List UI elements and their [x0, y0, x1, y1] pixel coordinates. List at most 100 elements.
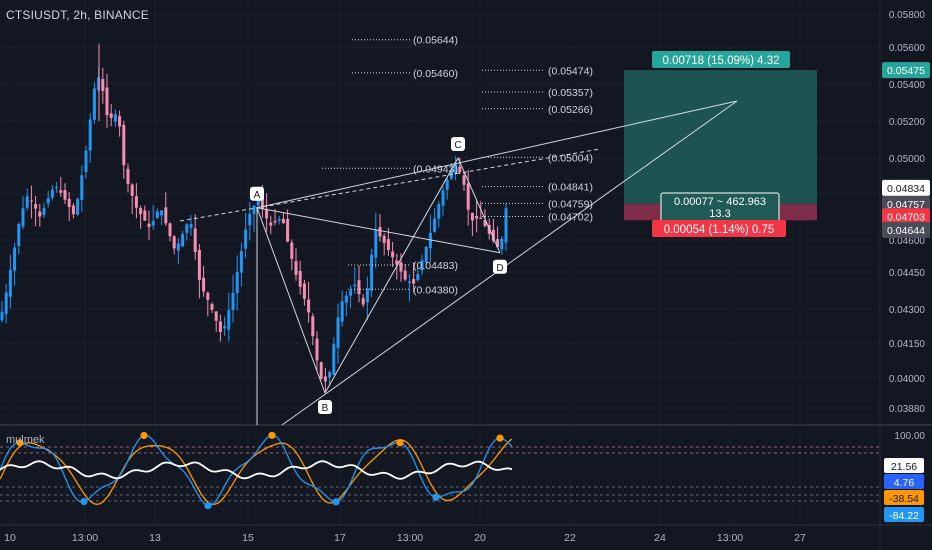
candle-body — [315, 338, 319, 361]
fib-label: (0.04759) — [548, 198, 593, 210]
price-label-bg — [882, 195, 930, 212]
candle-body — [0, 311, 4, 321]
fib-label: (0.05266) — [548, 104, 593, 116]
time-tick-label: 13:00 — [717, 532, 743, 544]
candle-body — [210, 303, 214, 310]
osc-signal-dot — [204, 502, 212, 510]
pattern-point-label: D — [496, 263, 503, 274]
candle-body — [458, 166, 462, 173]
osc-value-text: 4.76 — [894, 477, 915, 489]
time-axis: 10 13:00 13 15 17 13:00 20 22 24 13:00 27 — [4, 532, 806, 544]
price-tick-label: 0.04450 — [889, 268, 926, 279]
candle-body — [336, 317, 340, 348]
candle-body — [189, 223, 193, 228]
candle-body — [424, 246, 428, 263]
osc-signal-dot — [268, 431, 276, 439]
candle-body — [63, 190, 67, 200]
candle-body — [101, 79, 105, 91]
price-tick-label: 0.05800 — [889, 10, 926, 21]
pattern-point-a: A — [250, 186, 264, 201]
candle-body — [185, 224, 189, 233]
fib-label: (0.04702) — [548, 212, 593, 224]
candle-body — [332, 344, 336, 375]
candle-body — [256, 199, 260, 206]
oscillator: 100.00 — [0, 431, 925, 510]
candle-body — [46, 198, 50, 204]
price-tick-label: 0.05600 — [889, 43, 926, 54]
time-tick-label: 27 — [794, 532, 806, 544]
price-tick-label: 0.03880 — [889, 404, 926, 415]
price-label-bg — [882, 179, 930, 196]
price-label-bg — [882, 208, 930, 225]
candle-body — [378, 227, 382, 237]
candle-body — [454, 162, 458, 174]
pattern-point-c: C — [451, 137, 465, 151]
candle-body — [500, 238, 504, 250]
candle-body — [391, 251, 395, 258]
candle-body — [403, 270, 407, 280]
candle-body — [143, 210, 147, 221]
osc-signal-dot — [80, 497, 88, 506]
osc-value-text: -38.54 — [889, 493, 919, 505]
pattern-line — [256, 100, 738, 209]
candle-body — [80, 175, 84, 200]
pattern-point-badge — [318, 400, 332, 414]
time-tick-label: 17 — [334, 532, 346, 544]
candle-body — [67, 198, 71, 207]
candle-body — [34, 204, 38, 209]
osc-value-label: 21.56 — [884, 458, 924, 473]
candle-body — [269, 222, 273, 226]
candle-body — [4, 292, 8, 315]
candle-body — [92, 88, 96, 120]
candle-body — [319, 362, 323, 379]
candle-body — [84, 150, 88, 173]
time-tick-label: 13:00 — [72, 532, 98, 544]
candle-body — [470, 212, 474, 221]
osc-signal-dot — [16, 439, 24, 447]
candle-body — [286, 218, 290, 242]
candle-body — [206, 292, 210, 300]
price-label: 0.04757 — [882, 195, 930, 212]
candle-body — [147, 223, 151, 227]
candle-body — [357, 280, 361, 295]
candle-body — [118, 116, 122, 127]
price-tick-label: 0.05000 — [889, 154, 926, 165]
candle-body — [38, 211, 42, 217]
candle-body — [475, 215, 479, 219]
candle-body — [382, 235, 386, 244]
candle-body — [25, 196, 29, 208]
stop-label: 0.00054 (1.14%) 0.75 — [664, 224, 775, 236]
fib-label: (0.05004) — [548, 152, 593, 164]
candle-body — [126, 168, 130, 185]
pattern-lines — [179, 100, 738, 426]
pattern-point-d: D — [493, 259, 507, 274]
osc-signal-dot — [396, 439, 404, 447]
candle-body — [59, 190, 63, 193]
candle-body — [88, 119, 92, 151]
price-label-bg — [882, 62, 930, 79]
osc-value-label: -84.22 — [884, 507, 924, 522]
candle-body — [76, 199, 80, 215]
candle-body — [340, 301, 344, 322]
osc-value-text: -84.22 — [889, 510, 919, 522]
candle-body — [412, 279, 416, 284]
candle-body — [130, 184, 134, 196]
fib-label: (0.04943) — [413, 163, 458, 175]
pattern-line — [256, 207, 326, 394]
pattern-point-b: B — [318, 400, 332, 414]
candle-body — [395, 260, 399, 265]
candle-body — [302, 283, 306, 299]
price-tick-label: 0.05200 — [889, 117, 926, 128]
candle-body — [139, 207, 143, 215]
price-tick-label: 0.04600 — [889, 236, 926, 247]
candle-body — [172, 236, 176, 249]
osc-line-white — [0, 460, 513, 480]
candle-body — [21, 208, 25, 227]
price-label-text: 0.04757 — [887, 199, 925, 211]
symbol-title: CTSIUSDT, 2h, BINANCE — [6, 8, 149, 22]
time-tick-label: 22 — [564, 532, 576, 544]
time-tick-label: 13:00 — [397, 532, 423, 544]
candle-body — [55, 187, 59, 189]
